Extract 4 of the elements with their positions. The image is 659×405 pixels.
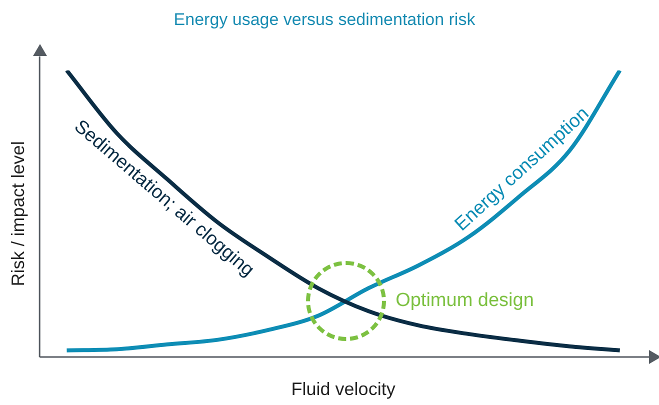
chart-title: Energy usage versus sedimentation risk: [174, 10, 476, 29]
annotation: Optimum design: [396, 290, 534, 312]
x-axis-title: Fluid velocity: [291, 379, 396, 400]
y-axis-title: Risk / impact level: [8, 141, 28, 286]
